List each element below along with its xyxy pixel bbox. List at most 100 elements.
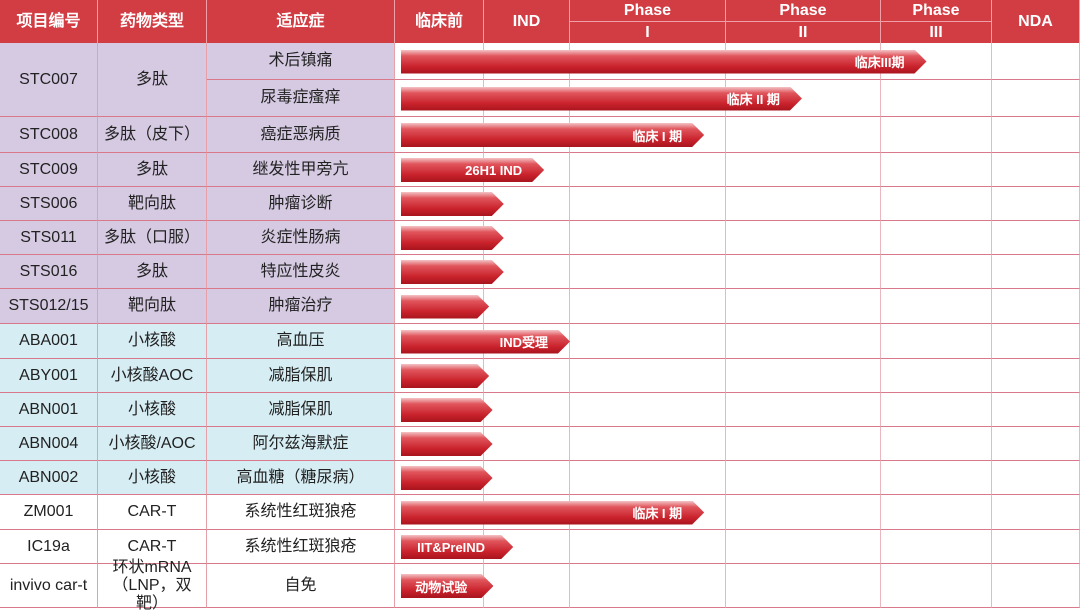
stage-cell (992, 221, 1080, 255)
stage-cell (881, 427, 992, 461)
indication: 自免 (207, 564, 395, 608)
progress-bar (401, 432, 493, 456)
program-id: STC009 (0, 153, 98, 187)
stage-cell (992, 80, 1080, 117)
stage-cell (881, 187, 992, 221)
indication: 继发性甲旁亢 (207, 153, 395, 187)
stage-cell (570, 187, 726, 221)
program-id: STC007 (0, 43, 98, 117)
header-nda: NDA (992, 0, 1080, 43)
stage-cell (484, 461, 570, 495)
program-id: STS016 (0, 255, 98, 289)
indication: 肿瘤诊断 (207, 187, 395, 221)
drug-type: 多肽（皮下） (98, 117, 207, 153)
program-id: ABN004 (0, 427, 98, 461)
header-ind: IND (484, 0, 570, 43)
stage-cell (726, 221, 881, 255)
stage-cell (992, 255, 1080, 289)
drug-type: 小核酸 (98, 461, 207, 495)
header-phase1-num: I (645, 24, 650, 41)
stage-cell (570, 393, 726, 427)
progress-bar: 动物试验 (401, 574, 493, 598)
program-id: ABN002 (0, 461, 98, 495)
program-id: invivo car-t (0, 564, 98, 608)
stage-cell (881, 530, 992, 564)
header-phase3-top: Phase (881, 0, 991, 22)
indication: 系统性红斑狼疮 (207, 495, 395, 530)
progress-bar (401, 466, 493, 490)
stage-cell (992, 427, 1080, 461)
stage-cell (992, 43, 1080, 80)
indication: 炎症性肠病 (207, 221, 395, 255)
stage-cell (992, 187, 1080, 221)
indication: 阿尔兹海默症 (207, 427, 395, 461)
indication: 系统性红斑狼疮 (207, 530, 395, 564)
stage-cell (726, 117, 881, 153)
drug-type: 多肽 (98, 255, 207, 289)
indication: 高血糖（糖尿病） (207, 461, 395, 495)
stage-cell (726, 324, 881, 359)
progress-bar (401, 295, 489, 319)
stage-cell (484, 564, 570, 608)
header-indication: 适应症 (207, 0, 395, 43)
stage-cell (881, 80, 992, 117)
stage-cell (881, 289, 992, 324)
program-id: STS012/15 (0, 289, 98, 324)
header-phase1-top: Phase (570, 0, 725, 22)
progress-bar: 临床 I 期 (401, 123, 704, 147)
stage-cell (570, 289, 726, 324)
progress-bar (401, 226, 504, 250)
stage-cell (992, 530, 1080, 564)
stage-cell (726, 289, 881, 324)
header-preclinical: 临床前 (395, 0, 484, 43)
header-phase1: Phase I (570, 0, 726, 43)
stage-cell (726, 359, 881, 393)
stage-cell (570, 427, 726, 461)
stage-cell (992, 117, 1080, 153)
stage-cell (992, 289, 1080, 324)
drug-type: 小核酸/AOC (98, 427, 207, 461)
drug-type: 多肽 (98, 153, 207, 187)
progress-bar (401, 364, 489, 388)
header-phase3-num: III (929, 24, 943, 41)
indication: 减脂保肌 (207, 393, 395, 427)
drug-type: 多肽（口服） (98, 221, 207, 255)
stage-cell (881, 153, 992, 187)
stage-cell (570, 461, 726, 495)
stage-cell (881, 117, 992, 153)
indication: 减脂保肌 (207, 359, 395, 393)
stage-cell (881, 324, 992, 359)
progress-bar: 临床III期 (401, 50, 927, 74)
header-phase2: Phase II (726, 0, 881, 43)
drug-type: CAR-T (98, 530, 207, 564)
stage-cell (992, 359, 1080, 393)
program-id: ABA001 (0, 324, 98, 359)
program-id: ZM001 (0, 495, 98, 530)
stage-cell (570, 359, 726, 393)
program-id: IC19a (0, 530, 98, 564)
stage-cell (881, 495, 992, 530)
stage-cell (726, 564, 881, 608)
progress-bar: 临床 I 期 (401, 501, 704, 525)
stage-cell (570, 153, 726, 187)
stage-cell (992, 153, 1080, 187)
indication: 高血压 (207, 324, 395, 359)
stage-cell (484, 393, 570, 427)
stage-cell (881, 393, 992, 427)
drug-type: 靶向肽 (98, 187, 207, 221)
stage-cell (726, 153, 881, 187)
indication: 特应性皮炎 (207, 255, 395, 289)
stage-cell (570, 324, 726, 359)
progress-bar: 临床 II 期 (401, 87, 802, 111)
progress-bar: 26H1 IND (401, 158, 544, 182)
program-id: ABN001 (0, 393, 98, 427)
progress-bar (401, 192, 504, 216)
program-id: STS006 (0, 187, 98, 221)
stage-cell (881, 564, 992, 608)
progress-bar: IIT&PreIND (401, 535, 513, 559)
stage-cell (484, 359, 570, 393)
stage-cell (484, 427, 570, 461)
drug-type: 小核酸AOC (98, 359, 207, 393)
stage-cell (726, 187, 881, 221)
